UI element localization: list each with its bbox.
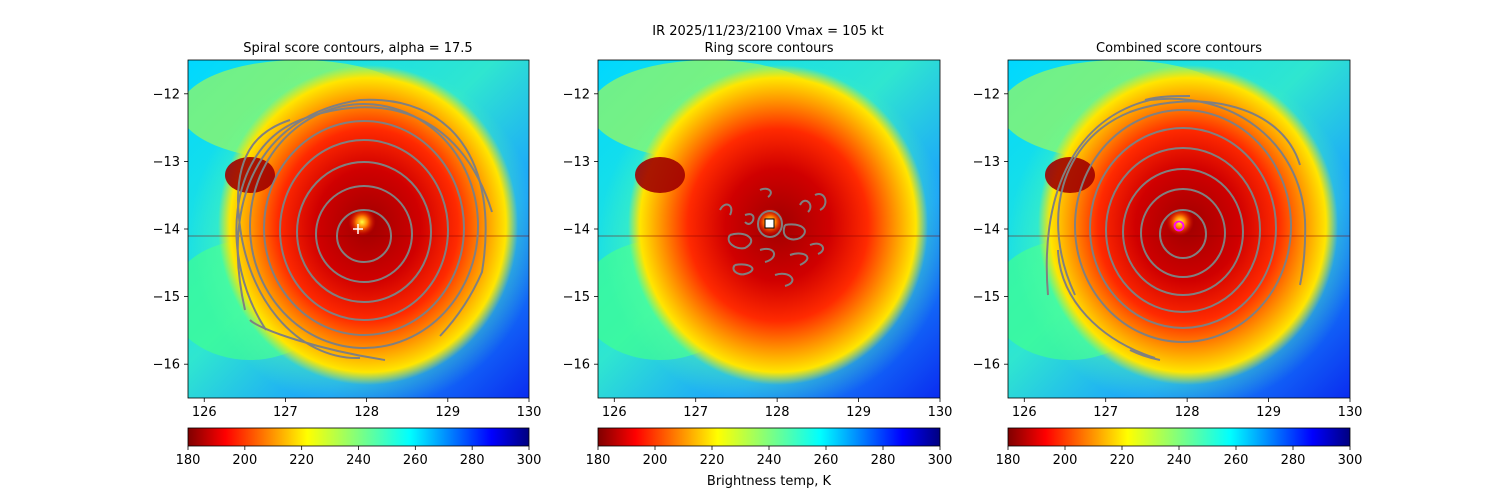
colorbar-tick-label: 220: [289, 453, 314, 468]
center-marker-circle: [1173, 220, 1185, 232]
y-tick-label: −13: [153, 155, 180, 170]
y-tick-label: −15: [973, 290, 1000, 305]
colorbar-tick-label: 200: [643, 453, 668, 468]
panel-title: Spiral score contours, alpha = 17.5: [243, 41, 472, 56]
y-tick-label: −14: [153, 223, 180, 238]
colorbar-tick-label: 300: [1338, 453, 1363, 468]
colorbar-tick-label: 200: [232, 453, 257, 468]
colorbar-tick-label: 240: [757, 453, 782, 468]
colorbar-tick-label: 200: [1053, 453, 1078, 468]
colorbar-tick-label: 220: [700, 453, 725, 468]
x-tick-label: 130: [1338, 405, 1363, 420]
colorbar-tick-label: 220: [1110, 453, 1135, 468]
x-axis: 126 127 128 129 130: [602, 398, 953, 420]
panel-title: Combined score contours: [1096, 41, 1262, 56]
center-marker-plus: [353, 224, 363, 234]
colorbar-ticks: 180 200 220 240 260 280 300: [586, 446, 953, 468]
colorbar-tick-label: 180: [176, 453, 201, 468]
x-tick-label: 128: [765, 405, 790, 420]
colorbar-tick-label: 240: [346, 453, 371, 468]
colorbar-label: Brightness temp, K: [707, 474, 832, 489]
colorbar-tick-label: 280: [871, 453, 896, 468]
x-tick-label: 126: [1012, 405, 1037, 420]
panel-spiral: Spiral score contours, alpha = 17.5: [153, 41, 542, 468]
contour-lines: [719, 187, 827, 287]
y-tick-label: −16: [973, 358, 1000, 373]
colorbar-ticks: 180 200 220 240 260 280 300: [996, 446, 1363, 468]
colorbar: [597, 427, 941, 447]
panel-combined: Combined score contours 126 127 128: [973, 41, 1363, 468]
y-tick-label: −12: [973, 87, 1000, 102]
y-tick-label: −16: [563, 358, 590, 373]
panel-ring: Ring score contours: [563, 41, 953, 489]
x-tick-label: 130: [928, 405, 953, 420]
x-tick-label: 127: [273, 405, 298, 420]
panel-title: Ring score contours: [704, 41, 833, 56]
contour-lines: [235, 98, 493, 361]
x-tick-label: 127: [683, 405, 708, 420]
y-tick-label: −16: [153, 358, 180, 373]
y-tick-label: −15: [563, 290, 590, 305]
y-tick-label: −12: [153, 87, 180, 102]
y-tick-label: −13: [973, 155, 1000, 170]
y-tick-label: −14: [973, 223, 1000, 238]
x-axis: 126 127 128 129 130: [1012, 398, 1363, 420]
colorbar-tick-label: 280: [460, 453, 485, 468]
y-axis: −12 −13 −14 −15 −16: [973, 87, 1008, 373]
x-tick-label: 127: [1093, 405, 1118, 420]
colorbar-tick-label: 260: [403, 453, 428, 468]
y-axis: −12 −13 −14 −15 −16: [153, 87, 188, 373]
y-tick-label: −13: [563, 155, 590, 170]
x-axis: 126 127 128 129 130: [192, 398, 542, 420]
x-tick-label: 129: [1256, 405, 1281, 420]
colorbar-tick-label: 300: [928, 453, 953, 468]
ir-image: [598, 60, 940, 398]
x-tick-label: 128: [354, 405, 379, 420]
colorbar-tick-label: 280: [1281, 453, 1306, 468]
colorbar-ticks: 180 200 220 240 260 280 300: [176, 446, 542, 468]
x-tick-label: 126: [602, 405, 627, 420]
colorbar-tick-label: 180: [586, 453, 611, 468]
colorbar-tick-label: 260: [1224, 453, 1249, 468]
colorbar: [1007, 427, 1351, 447]
center-marker-square: [764, 218, 775, 229]
colorbar-tick-label: 240: [1167, 453, 1192, 468]
x-tick-label: 129: [846, 405, 871, 420]
x-tick-label: 126: [192, 405, 217, 420]
colorbar-tick-label: 260: [814, 453, 839, 468]
y-tick-label: −15: [153, 290, 180, 305]
colorbar-tick-label: 300: [517, 453, 542, 468]
contour-lines: [1045, 95, 1307, 361]
suptitle: IR 2025/11/23/2100 Vmax = 105 kt: [652, 24, 883, 39]
y-tick-label: −14: [563, 223, 590, 238]
colorbar-tick-label: 180: [996, 453, 1021, 468]
y-tick-label: −12: [563, 87, 590, 102]
y-axis: −12 −13 −14 −15 −16: [563, 87, 598, 373]
x-tick-label: 130: [517, 405, 542, 420]
colorbar: [187, 427, 530, 447]
x-tick-label: 129: [435, 405, 460, 420]
x-tick-label: 128: [1175, 405, 1200, 420]
